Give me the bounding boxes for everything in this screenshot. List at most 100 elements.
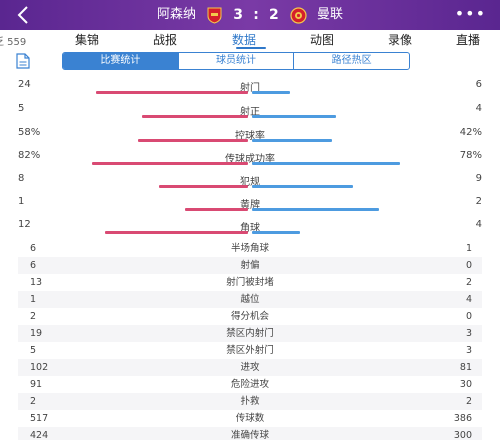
away-stat-value: 0 bbox=[465, 260, 472, 271]
away-stat-value: 2 bbox=[465, 396, 472, 407]
home-stat-value: 5 bbox=[18, 103, 25, 114]
home-stat-value: 5 bbox=[30, 345, 37, 356]
active-tab-indicator bbox=[236, 47, 266, 49]
score-home: 3 bbox=[233, 7, 245, 23]
subtab-heatmap[interactable]: 路径热区 bbox=[293, 53, 409, 69]
away-stat-bar bbox=[252, 115, 336, 118]
away-stat-bar bbox=[252, 162, 400, 165]
tab-gifs[interactable]: 动图 bbox=[310, 33, 335, 47]
home-stat-value: 6 bbox=[30, 243, 37, 254]
home-stat-value: 58% bbox=[18, 127, 41, 138]
stat-label: 进攻 bbox=[240, 362, 260, 373]
stat-label: 禁区内射门 bbox=[226, 328, 274, 339]
table-row: 102 进攻 81 bbox=[18, 359, 482, 376]
arsenal-crest-icon bbox=[206, 7, 223, 24]
away-stat-value: 300 bbox=[453, 430, 472, 440]
home-stat-value: 2 bbox=[30, 396, 37, 407]
subtab-match-stats[interactable]: 比赛统计 bbox=[63, 53, 178, 69]
table-row: 5 禁区外射门 3 bbox=[18, 342, 482, 359]
home-stat-value: 19 bbox=[30, 328, 43, 339]
table-row: 19 禁区内射门 3 bbox=[18, 325, 482, 342]
table-row: 6 射偏 0 bbox=[18, 257, 482, 274]
home-stat-value: 12 bbox=[18, 219, 31, 230]
away-stat-value: 6 bbox=[475, 79, 482, 90]
table-row: 2 得分机会 0 bbox=[18, 308, 482, 325]
home-stat-value: 424 bbox=[30, 430, 49, 440]
away-stat-value: 2 bbox=[475, 196, 482, 207]
away-stat-value: 42% bbox=[459, 127, 482, 138]
bar-stat-row: 1 黄牌 2 bbox=[0, 196, 500, 222]
stat-label: 黄牌 bbox=[240, 200, 260, 211]
subtab-player-stats[interactable]: 球员统计 bbox=[177, 53, 294, 69]
manutd-crest-icon bbox=[290, 6, 307, 24]
away-stat-value: 30 bbox=[459, 379, 472, 390]
away-stat-value: 4 bbox=[465, 294, 472, 305]
stat-label: 传球数 bbox=[235, 413, 265, 424]
tab-live[interactable]: 直播 bbox=[456, 33, 481, 47]
score-separator: : bbox=[253, 7, 260, 23]
stat-label: 射门 bbox=[240, 83, 260, 94]
stat-label: 控球率 bbox=[235, 131, 265, 142]
stat-label: 射正 bbox=[240, 107, 260, 118]
away-stat-value: 2 bbox=[465, 277, 472, 288]
home-stat-bar bbox=[142, 115, 248, 118]
away-stat-bar bbox=[252, 208, 379, 211]
home-stat-bar bbox=[96, 91, 248, 94]
table-row: 13 射门被封堵 2 bbox=[18, 274, 482, 291]
stat-label: 半场角球 bbox=[230, 243, 269, 254]
view-count: 乏 559 bbox=[0, 37, 27, 48]
home-stat-bar bbox=[92, 162, 248, 165]
more-icon[interactable]: ••• bbox=[454, 4, 486, 23]
away-stat-value: 81 bbox=[459, 362, 472, 373]
document-icon[interactable] bbox=[16, 53, 30, 69]
away-stat-value: 78% bbox=[459, 150, 482, 161]
table-row: 6 半场角球 1 bbox=[18, 240, 482, 257]
back-arrow-icon[interactable] bbox=[14, 3, 34, 27]
stat-label: 得分机会 bbox=[230, 311, 269, 322]
tab-replay[interactable]: 录像 bbox=[388, 33, 413, 47]
stat-label: 危险进攻 bbox=[230, 379, 269, 390]
home-stat-value: 6 bbox=[30, 260, 37, 271]
home-stat-bar bbox=[138, 139, 248, 142]
home-stat-value: 1 bbox=[18, 196, 25, 207]
bar-stat-row: 82% 传球成功率 78% bbox=[0, 150, 500, 176]
home-stat-bar bbox=[159, 185, 248, 188]
stat-label: 扑救 bbox=[240, 396, 260, 407]
away-stat-value: 3 bbox=[465, 328, 472, 339]
stat-label: 角球 bbox=[240, 223, 260, 234]
home-stat-value: 102 bbox=[30, 362, 49, 373]
home-stat-bar bbox=[105, 231, 248, 234]
stat-label: 射门被封堵 bbox=[226, 277, 274, 288]
tab-highlights[interactable]: 集锦 bbox=[75, 33, 100, 47]
away-stat-bar bbox=[252, 231, 300, 234]
table-row: 2 扑救 2 bbox=[18, 393, 482, 410]
away-stat-bar bbox=[252, 185, 353, 188]
home-stat-value: 24 bbox=[18, 79, 31, 90]
away-stat-value: 4 bbox=[475, 219, 482, 230]
bar-stat-row: 24 射门 6 bbox=[0, 79, 500, 105]
home-stat-value: 1 bbox=[30, 294, 37, 305]
stat-label: 传球成功率 bbox=[225, 154, 275, 165]
stats-subtabs: 比赛统计 球员统计 路径热区 bbox=[62, 52, 410, 70]
tab-report[interactable]: 战报 bbox=[153, 33, 178, 47]
table-row: 1 越位 4 bbox=[18, 291, 482, 308]
away-stat-value: 9 bbox=[475, 173, 482, 184]
stat-label: 越位 bbox=[240, 294, 260, 305]
bar-stat-row: 8 犯规 9 bbox=[0, 173, 500, 199]
home-stat-value: 2 bbox=[30, 311, 37, 322]
match-header: 阿森纳 3 : 2 曼联 ••• bbox=[0, 0, 500, 30]
tab-data[interactable]: 数据 bbox=[232, 33, 257, 47]
stats-table: 6 半场角球 1 6 射偏 0 13 射门被封堵 2 1 越位 4 2 得分机会 0 19 禁区内射门 3 5 禁区外… bbox=[18, 240, 482, 440]
scoreline: 阿森纳 3 : 2 曼联 bbox=[0, 6, 500, 25]
home-stat-value: 8 bbox=[18, 173, 25, 184]
bar-stat-row: 58% 控球率 42% bbox=[0, 127, 500, 153]
home-stat-value: 91 bbox=[30, 379, 43, 390]
stat-label: 准确传球 bbox=[230, 430, 269, 440]
home-team-name: 阿森纳 bbox=[157, 7, 197, 22]
away-stat-value: 386 bbox=[453, 413, 472, 424]
home-stat-value: 13 bbox=[30, 277, 43, 288]
away-team-name: 曼联 bbox=[316, 7, 343, 22]
table-row: 91 危险进攻 30 bbox=[18, 376, 482, 393]
away-stat-value: 4 bbox=[475, 103, 482, 114]
table-row: 517 传球数 386 bbox=[18, 410, 482, 427]
